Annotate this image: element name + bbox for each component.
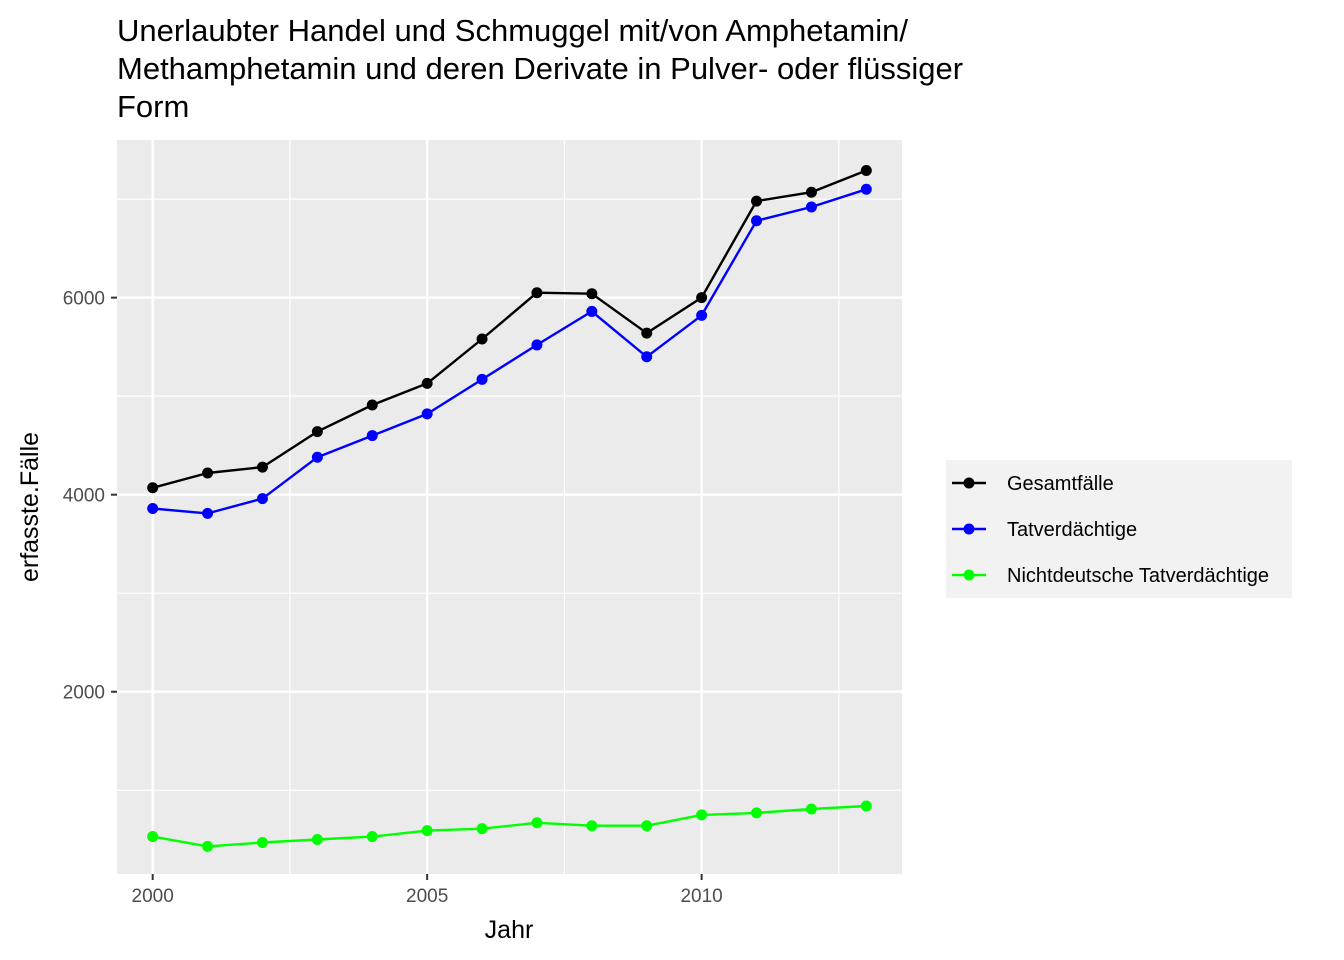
legend-label: Tatverdächtige (1007, 519, 1137, 541)
plot-panel (117, 140, 902, 874)
data-point (147, 831, 159, 843)
series-line (152, 188, 867, 515)
data-point (256, 493, 268, 505)
data-point (586, 288, 598, 300)
series-2 (147, 183, 872, 519)
data-point (696, 292, 708, 304)
data-point (586, 820, 598, 832)
data-point (256, 836, 268, 848)
legend-label: Nichtdeutsche Tatverdächtige (1007, 565, 1269, 587)
series-layer (147, 165, 872, 852)
data-point (421, 408, 433, 420)
data-point (805, 201, 817, 213)
data-point (751, 215, 763, 227)
data-point (641, 820, 653, 832)
legend-item: Tatverdächtige (952, 519, 1137, 541)
data-point (202, 840, 214, 852)
data-point (311, 426, 323, 438)
data-point (421, 825, 433, 837)
data-point (147, 482, 159, 494)
chart-title: Unerlaubter Handel und Schmuggel mit/von… (117, 13, 963, 124)
x-tick-label: 2000 (132, 886, 174, 907)
legend-item: Nichtdeutsche Tatverdächtige (952, 565, 1269, 587)
data-point (421, 377, 433, 389)
series-line (152, 169, 867, 489)
legend-key-point (963, 477, 975, 489)
data-point (696, 309, 708, 321)
data-point (256, 461, 268, 473)
data-point (366, 399, 378, 411)
chart-title-line-3: Form (117, 89, 189, 124)
series-3 (147, 800, 872, 852)
data-point (147, 502, 159, 514)
data-point (311, 451, 323, 463)
data-point (586, 305, 598, 317)
data-point (366, 831, 378, 843)
data-point (202, 507, 214, 519)
data-point (696, 809, 708, 821)
x-tick-label: 2005 (406, 886, 448, 907)
series-line (152, 804, 867, 848)
data-point (751, 807, 763, 819)
legend-item: Gesamtfälle (952, 473, 1114, 495)
data-point (860, 183, 872, 195)
data-point (531, 339, 543, 351)
y-tick-label: 6000 (63, 289, 105, 310)
data-point (531, 287, 543, 299)
y-axis: 2000 4000 6000 (63, 289, 117, 704)
data-point (476, 333, 488, 345)
series-1 (147, 165, 872, 494)
data-point (531, 817, 543, 829)
data-point (805, 803, 817, 815)
data-point (202, 467, 214, 479)
legend: Gesamtfälle Tatverdächtige Nichtdeutsche T… (946, 460, 1292, 598)
x-axis-title: Jahr (485, 916, 534, 944)
y-axis-title: erfasste.Fälle (16, 432, 44, 582)
data-point (641, 351, 653, 363)
data-point (366, 430, 378, 442)
chart-title-line-2: Methamphetamin und deren Derivate in Pul… (117, 51, 963, 86)
data-point (476, 823, 488, 835)
legend-background (946, 460, 1292, 598)
x-axis: 2000 2005 2010 (132, 874, 723, 907)
legend-key-point (963, 523, 975, 535)
grid-major (117, 140, 902, 874)
legend-label: Gesamtfälle (1007, 473, 1114, 495)
data-point (311, 834, 323, 846)
x-tick-label: 2010 (680, 886, 722, 907)
y-tick-label: 2000 (63, 683, 105, 704)
data-point (751, 195, 763, 207)
chart-title-line-1: Unerlaubter Handel und Schmuggel mit/von… (117, 13, 908, 48)
y-tick-label: 4000 (63, 486, 105, 507)
data-point (805, 186, 817, 198)
data-point (641, 327, 653, 339)
data-point (860, 800, 872, 812)
data-point (476, 373, 488, 385)
legend-key-point (963, 569, 975, 581)
data-point (860, 165, 872, 177)
